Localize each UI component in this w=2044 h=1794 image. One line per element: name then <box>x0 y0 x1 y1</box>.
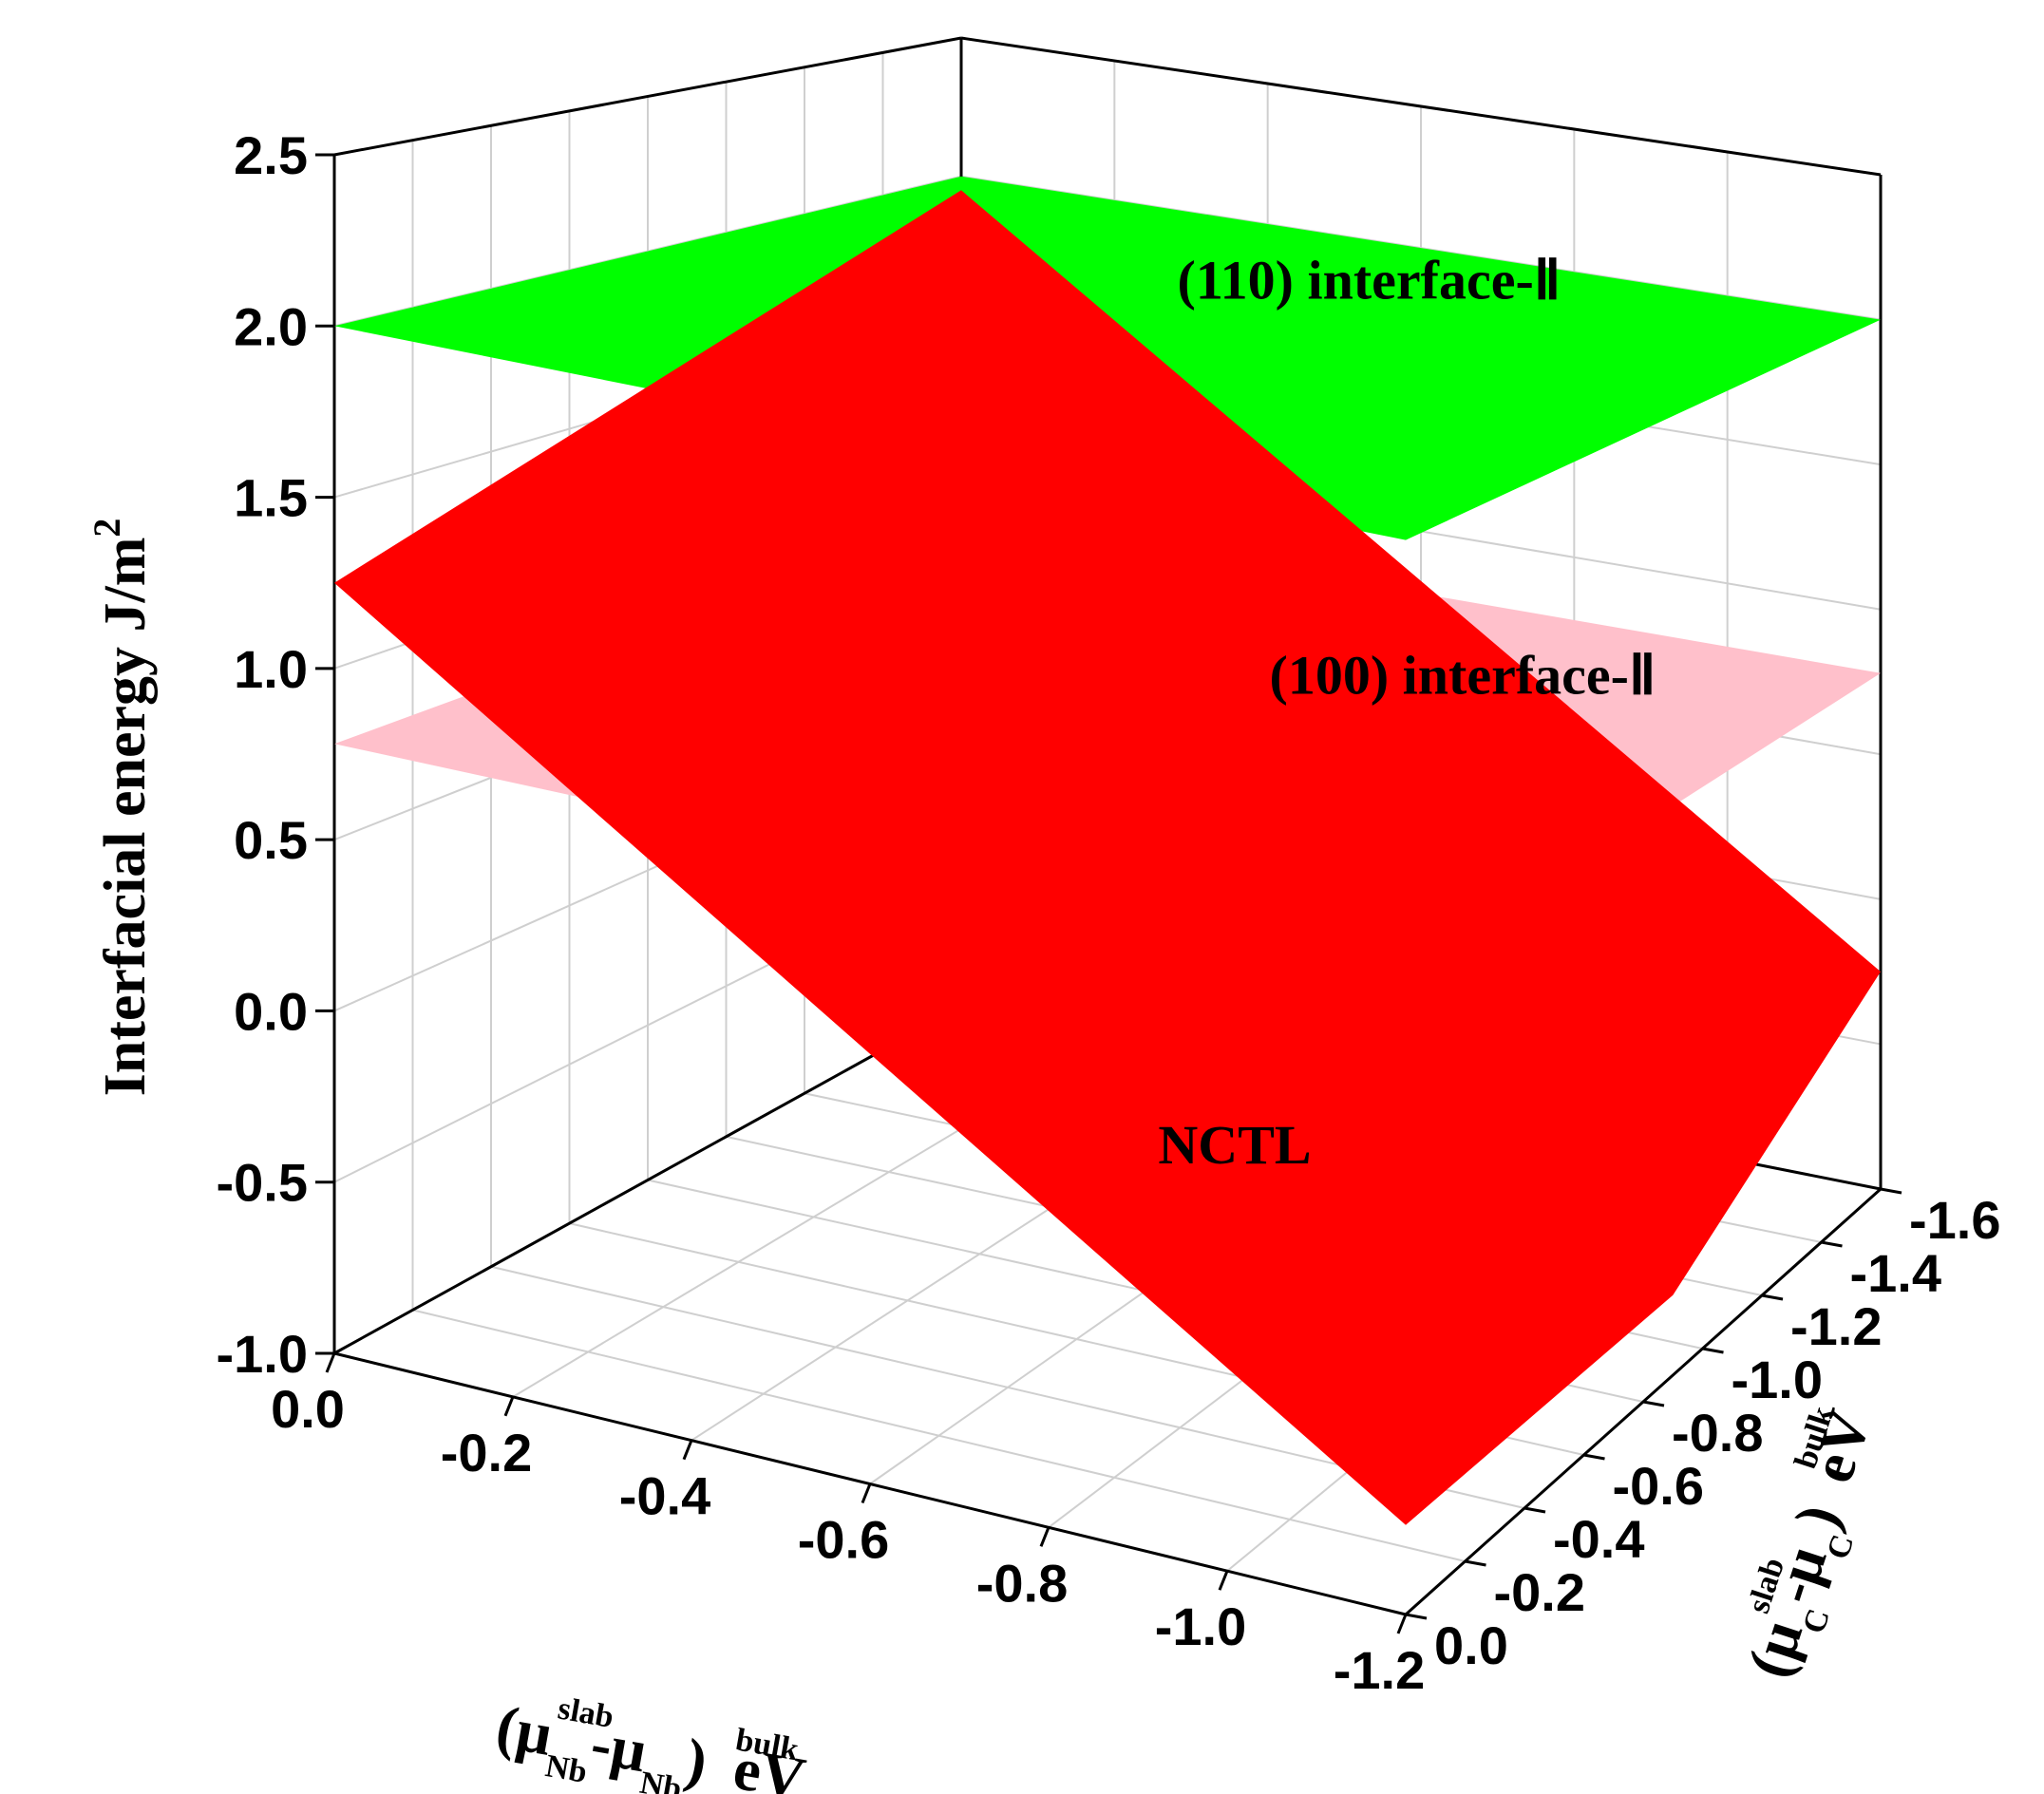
y-tick-mark <box>1761 1294 1784 1301</box>
x-axis-label: (μNb-μNb) eV slab bulk <box>492 1690 810 1794</box>
x-tick-label: -0.2 <box>441 1423 533 1482</box>
y-tick-mark <box>1524 1506 1546 1514</box>
tick-layer: -1.0-0.50.00.51.01.52.02.50.0-0.2-0.4-0.… <box>217 125 2001 1700</box>
z-axis-label-text: Interfacial energy J/m <box>93 538 158 1097</box>
z-tick-label: 1.5 <box>234 468 308 528</box>
z-axis-label-sup: 2 <box>85 519 128 538</box>
y-tick-mark <box>1880 1187 1902 1195</box>
y-tick-mark <box>1642 1400 1665 1407</box>
z-tick-label: -1.0 <box>217 1324 309 1384</box>
z-tick-label: 2.0 <box>234 296 308 356</box>
x-label-close: ) <box>681 1726 712 1794</box>
x-label-sub1: Nb <box>543 1748 590 1790</box>
y-tick-mark <box>1702 1347 1724 1354</box>
x-label-minus: -μ <box>586 1709 652 1785</box>
x-tick-label: -0.6 <box>798 1510 890 1570</box>
x-label-sub2: Nb <box>637 1766 684 1794</box>
y-tick-label: -1.0 <box>1732 1350 1824 1409</box>
z-tick-label: 0.0 <box>234 981 308 1041</box>
y-tick-mark <box>1821 1240 1843 1248</box>
surface-layer <box>334 176 1881 1525</box>
x-tick-mark <box>1396 1614 1408 1634</box>
x-tick-label: -1.2 <box>1334 1640 1426 1700</box>
x-tick-label: -1.0 <box>1155 1596 1247 1656</box>
y-tick-label: -0.4 <box>1553 1509 1645 1569</box>
x-tick-mark <box>1039 1526 1050 1547</box>
y-tick-label: -0.2 <box>1494 1562 1586 1622</box>
box-frame-edge <box>960 36 1882 177</box>
y-tick-label: -0.8 <box>1672 1403 1764 1463</box>
y-tick-mark <box>1405 1613 1428 1620</box>
z-axis-label: Interfacial energy J/m2 <box>85 519 158 1097</box>
box-frame-edge <box>333 36 962 157</box>
y-tick-mark <box>1465 1559 1486 1567</box>
label-layer: (110) interface-Ⅱ (100) interface-Ⅱ NCTL <box>1158 249 1656 1176</box>
z-tick-label: 1.0 <box>234 639 308 699</box>
x-tick-mark <box>1218 1570 1229 1591</box>
x-tick-mark <box>503 1396 515 1417</box>
surface-nctl <box>334 190 1881 1525</box>
surface-label: NCTL <box>1158 1114 1311 1176</box>
x-label-unit: eV <box>729 1734 810 1794</box>
x-tick-label: -0.4 <box>619 1466 711 1526</box>
floor-grid-line <box>412 1309 1466 1562</box>
z-tick-label: -0.5 <box>217 1153 309 1213</box>
x-tick-mark <box>325 1352 336 1373</box>
box-frame-edge <box>333 1005 962 1355</box>
y-label-close: ) <box>1783 1497 1853 1537</box>
surface-label: (100) interface-Ⅱ <box>1270 645 1656 707</box>
x-label-sup1: slab <box>556 1690 616 1735</box>
surface-label: (110) interface-Ⅱ <box>1178 249 1561 311</box>
y-tick-label: -0.6 <box>1613 1456 1705 1516</box>
y-tick-label: -1.6 <box>1909 1190 2001 1250</box>
y-tick-label: -1.2 <box>1790 1296 1883 1356</box>
z-tick-label: 2.5 <box>234 125 308 185</box>
y-tick-mark <box>1583 1453 1605 1461</box>
y-label-sup1: slab <box>1741 1554 1791 1617</box>
y-tick-label: -1.4 <box>1850 1243 1942 1303</box>
x-tick-label: -0.8 <box>976 1553 1069 1613</box>
x-tick-mark <box>682 1440 693 1461</box>
x-tick-mark <box>861 1482 872 1504</box>
y-tick-label: 0.0 <box>1434 1615 1508 1675</box>
x-label-mu: (μ <box>492 1692 558 1768</box>
z-tick-label: 0.5 <box>234 810 308 870</box>
x-tick-label: 0.0 <box>271 1379 345 1439</box>
